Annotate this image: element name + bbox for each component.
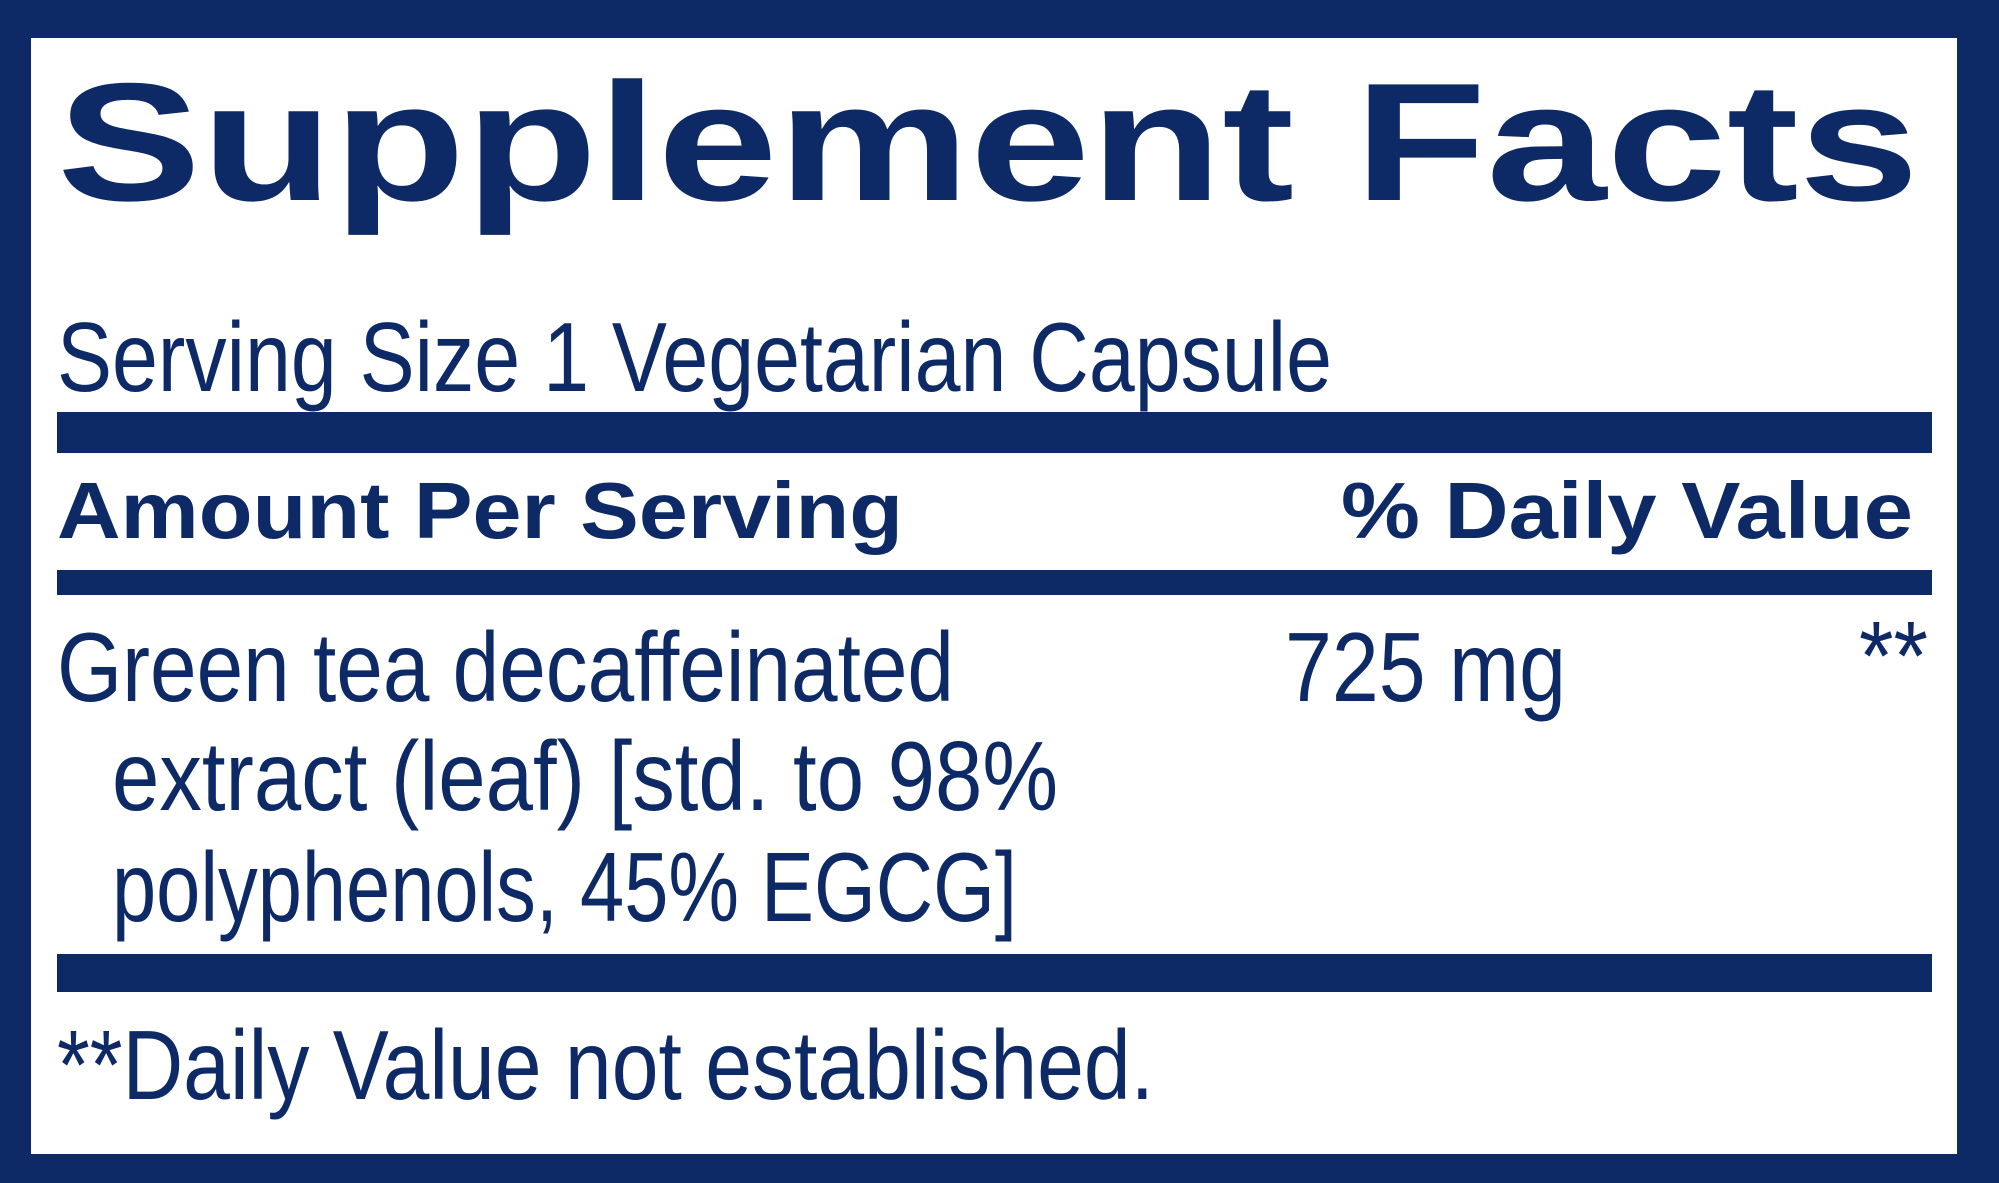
divider <box>57 570 1932 595</box>
serving-size: Serving Size 1 Vegetarian Capsule <box>57 302 1332 412</box>
footnote: **Daily Value not established. <box>57 1010 1154 1120</box>
ingredient-amount: 725 mg <box>1285 612 1566 722</box>
title: Supplement Facts <box>57 48 1919 236</box>
divider <box>57 412 1932 453</box>
ingredient-name: Green tea decaffeinated <box>57 612 954 722</box>
ingredient-daily-value: ** <box>1859 601 1928 711</box>
daily-value-header: % Daily Value <box>1341 466 1913 555</box>
amount-header: Amount Per Serving <box>57 466 903 555</box>
ingredient-name: polyphenols, 45% EGCG] <box>112 832 1017 942</box>
divider <box>57 954 1932 992</box>
ingredient-name: extract (leaf) [std. to 98% <box>112 721 1058 831</box>
